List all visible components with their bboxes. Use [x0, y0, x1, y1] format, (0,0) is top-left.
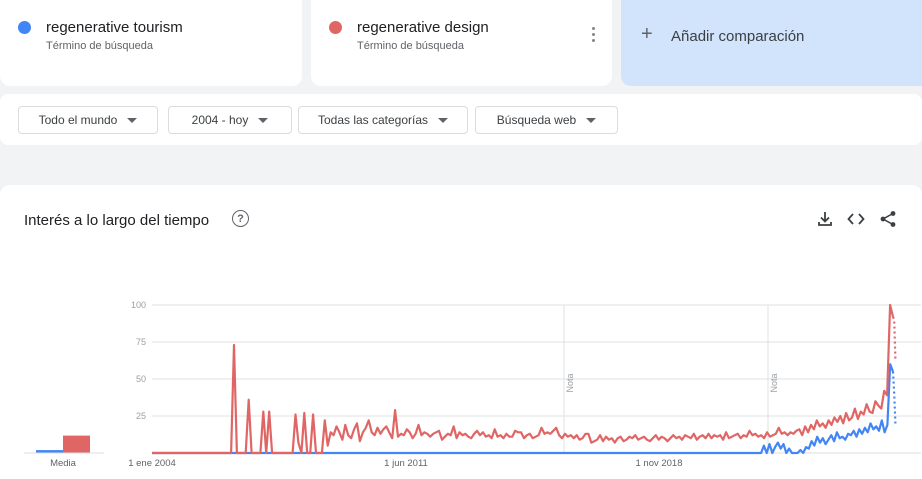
category-value: Todas las categorías — [317, 113, 429, 127]
category-dropdown[interactable]: Todas las categorías — [298, 106, 468, 134]
series-color-dot — [329, 21, 342, 34]
x-tick-label: 1 nov 2018 — [635, 458, 682, 469]
interest-over-time-card: Interés a lo largo del tiempo ? 100 75 50 2… — [0, 185, 922, 479]
note-label: Nota — [565, 373, 575, 392]
chart-title: Interés a lo largo del tiempo — [24, 212, 210, 229]
x-tick-label: 1 ene 2004 — [128, 458, 176, 469]
y-tick-label: 25 — [136, 411, 146, 421]
time-range-dropdown[interactable]: 2004 - hoy — [168, 106, 292, 134]
caret-down-icon — [438, 117, 449, 123]
caret-down-icon — [586, 117, 597, 123]
add-comparison-label: Añadir comparación — [671, 28, 805, 45]
y-tick-label: 75 — [136, 337, 146, 347]
term-subtitle: Término de búsqueda — [357, 40, 465, 52]
region-value: Todo el mundo — [38, 113, 118, 127]
average-bar — [63, 435, 90, 453]
term-card-regenerative-design[interactable]: regenerative design Término de búsqueda — [311, 0, 612, 86]
search-type-dropdown[interactable]: Búsqueda web — [475, 106, 618, 134]
share-icon[interactable] — [878, 209, 898, 229]
series-color-dot — [18, 21, 31, 34]
search-type-value: Búsqueda web — [496, 113, 577, 127]
download-icon[interactable] — [815, 209, 835, 229]
projected-tail-regenerative-tourism — [891, 371, 897, 424]
region-dropdown[interactable]: Todo el mundo — [18, 106, 158, 134]
projected-tail-regenerative-design — [891, 316, 897, 360]
caret-down-icon — [258, 117, 269, 123]
y-tick-label: 100 — [131, 300, 146, 310]
average-bar — [36, 450, 63, 453]
y-tick-label: 50 — [136, 374, 146, 384]
caret-down-icon — [127, 117, 138, 123]
plus-icon: + — [641, 23, 653, 45]
time-range-value: 2004 - hoy — [191, 113, 249, 127]
embed-code-icon[interactable] — [846, 209, 866, 229]
average-label: Media — [50, 458, 77, 469]
help-icon[interactable]: ? — [232, 210, 249, 227]
more-options-icon[interactable] — [592, 27, 596, 43]
add-comparison-button[interactable]: + Añadir comparación — [621, 0, 922, 86]
interest-chart: 100 75 50 25 Nota Nota 1 ene 2004 1 jun 2011 1 n… — [24, 300, 921, 469]
x-tick-label: 1 jun 2011 — [384, 458, 428, 469]
note-label: Nota — [769, 373, 779, 392]
filter-bar: Todo el mundo 2004 - hoy Todas las categ… — [0, 94, 922, 145]
term-name[interactable]: regenerative design — [357, 19, 489, 36]
term-card-regenerative-tourism[interactable]: regenerative tourism Término de búsqueda — [0, 0, 302, 86]
series-line-regenerative-design — [152, 303, 895, 455]
term-name[interactable]: regenerative tourism — [46, 19, 183, 36]
term-subtitle: Término de búsqueda — [46, 40, 154, 52]
series-line-regenerative-tourism — [152, 363, 895, 455]
